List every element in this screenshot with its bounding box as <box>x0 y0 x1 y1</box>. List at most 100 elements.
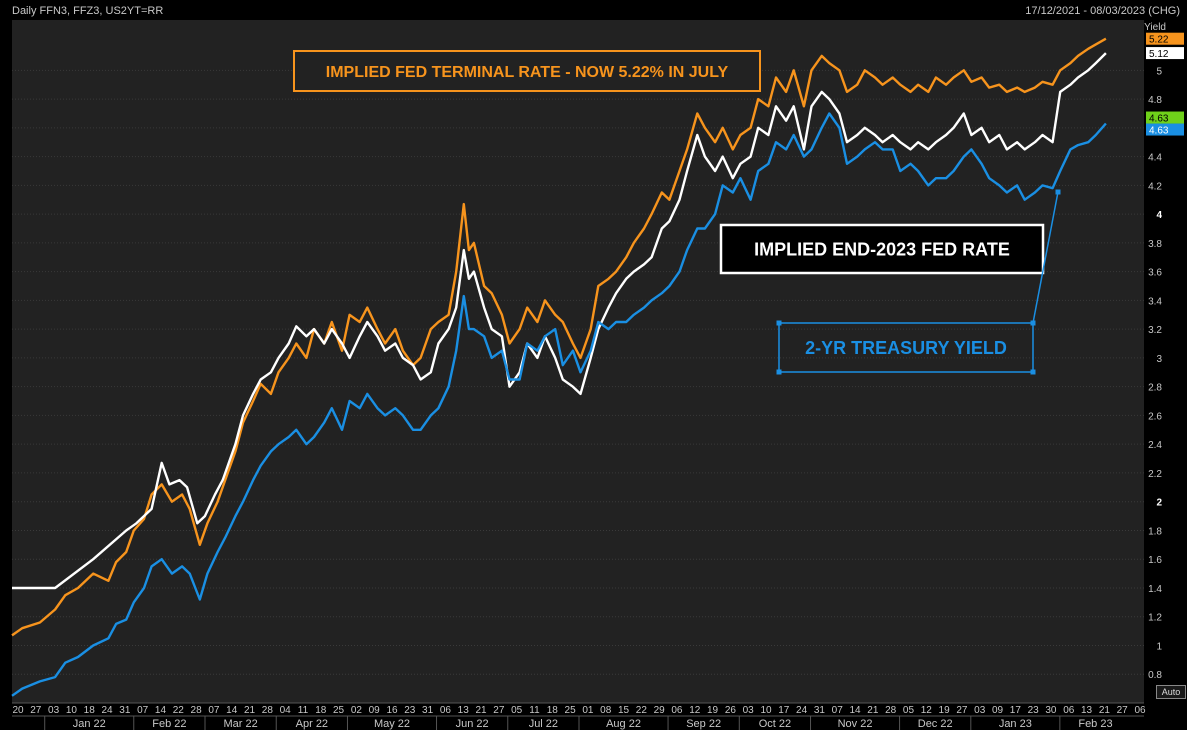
chart-header-title: Daily FFN3, FFZ3, US2YT=RR <box>12 5 163 17</box>
x-day-tick-label: 24 <box>101 705 113 716</box>
plot-area <box>12 20 1144 703</box>
x-day-tick-label: 07 <box>137 705 149 716</box>
x-day-tick-label: 09 <box>369 705 381 716</box>
x-day-tick-label: 12 <box>689 705 701 716</box>
x-day-tick-label: 31 <box>814 705 826 716</box>
x-day-tick-label: 15 <box>618 705 630 716</box>
x-day-tick-label: 12 <box>921 705 933 716</box>
x-day-tick-label: 23 <box>1028 705 1040 716</box>
y-tick-label: 3.8 <box>1148 239 1162 250</box>
annotation-text-0: IMPLIED FED TERMINAL RATE - NOW 5.22% IN… <box>326 64 729 81</box>
x-day-tick-label: 30 <box>1045 705 1057 716</box>
series-layer <box>11 37 1107 697</box>
annotation-handle[interactable] <box>1030 369 1036 375</box>
annotations: IMPLIED FED TERMINAL RATE - NOW 5.22% IN… <box>293 50 1061 375</box>
x-day-tick-label: 21 <box>867 705 879 716</box>
x-month-label: Jan 23 <box>999 718 1032 730</box>
x-day-tick-label: 22 <box>636 705 648 716</box>
x-day-tick-label: 03 <box>743 705 755 716</box>
x-day-tick-label: 19 <box>939 705 951 716</box>
x-day-tick-label: 17 <box>778 705 790 716</box>
y-tick-label: 5 <box>1156 66 1162 77</box>
y-tick-label: 2.8 <box>1148 383 1162 394</box>
last-value-badge-0 <box>1146 32 1184 45</box>
y-tick-label: 2.6 <box>1148 411 1162 422</box>
x-month-label: Jan 22 <box>73 718 106 730</box>
x-day-tick-label: 10 <box>760 705 772 716</box>
x-day-tick-label: 17 <box>1010 705 1022 716</box>
x-day-tick-label: 28 <box>885 705 897 716</box>
x-day-tick-label: 21 <box>244 705 256 716</box>
annotation-text-1: IMPLIED END-2023 FED RATE <box>754 239 1010 259</box>
x-month-label: Jun 22 <box>456 718 489 730</box>
last-value-badge-1 <box>1146 47 1184 60</box>
auto-scale-button[interactable]: Auto <box>1156 685 1186 699</box>
x-day-tick-label: 23 <box>404 705 416 716</box>
y-tick-label: 3 <box>1156 354 1162 365</box>
x-day-tick-label: 10 <box>66 705 78 716</box>
annotation-handle[interactable] <box>1055 189 1061 195</box>
x-day-tick-label: 06 <box>440 705 452 716</box>
x-day-tick-label: 29 <box>654 705 666 716</box>
y-tick-label: 4.2 <box>1148 181 1162 192</box>
x-day-tick-label: 14 <box>155 705 167 716</box>
annotation-box-0 <box>293 50 761 92</box>
x-day-tick-label: 18 <box>315 705 327 716</box>
x-day-tick-label: 25 <box>565 705 577 716</box>
annotation-handle[interactable] <box>776 320 782 326</box>
y-axis: 0.8 1 1.2 1.4 1.6 1.8 2 2.2 2.4 2.6 2.8 3 3.2 3.4 3.6 3… <box>1146 32 1184 681</box>
series-line-2 <box>11 112 1107 697</box>
x-day-tick-label: 11 <box>298 705 309 716</box>
x-day-tick-label: 14 <box>849 705 861 716</box>
x-day-tick-label: 05 <box>511 705 523 716</box>
x-day-tick-label: 27 <box>956 705 968 716</box>
x-month-label: May 22 <box>374 718 410 730</box>
x-day-tick-label: 11 <box>529 705 540 716</box>
chart-date-range: 17/12/2021 - 08/03/2023 (CHG) <box>1025 5 1180 17</box>
x-day-tick-label: 20 <box>12 705 24 716</box>
x-day-tick-label: 14 <box>226 705 238 716</box>
x-day-tick-label: 28 <box>191 705 203 716</box>
x-day-tick-label: 05 <box>903 705 915 716</box>
last-value-text-1: 5.12 <box>1149 49 1169 60</box>
last-value-text-alt: 4.63 <box>1149 114 1169 125</box>
x-day-tick-label: 02 <box>351 705 363 716</box>
x-month-label: Apr 22 <box>296 718 328 730</box>
x-day-tick-label: 31 <box>119 705 131 716</box>
series-line-1 <box>12 52 1107 590</box>
x-day-tick-label: 24 <box>796 705 808 716</box>
x-month-label: Oct 22 <box>759 718 791 730</box>
y-tick-label: 3.2 <box>1148 325 1162 336</box>
last-value-text-0: 5.22 <box>1149 35 1169 46</box>
annotation-handle[interactable] <box>776 369 782 375</box>
x-day-tick-label: 07 <box>208 705 220 716</box>
x-day-tick-label: 13 <box>1081 705 1093 716</box>
last-value-badge-alt <box>1146 111 1184 124</box>
x-day-tick-label: 08 <box>600 705 612 716</box>
last-value-badge-2 <box>1146 123 1184 136</box>
x-day-tick-label: 03 <box>48 705 60 716</box>
x-day-tick-label: 27 <box>1117 705 1129 716</box>
annotation-connector <box>1032 191 1059 324</box>
x-day-tick-label: 26 <box>725 705 737 716</box>
x-day-tick-label: 31 <box>422 705 434 716</box>
annotation-handle[interactable] <box>1030 320 1036 326</box>
y-tick-label: 2.2 <box>1148 469 1162 480</box>
x-day-tick-label: 13 <box>458 705 470 716</box>
x-day-tick-label: 19 <box>707 705 719 716</box>
annotation-box-1 <box>719 223 1045 275</box>
x-day-tick-label: 27 <box>493 705 505 716</box>
x-day-tick-label: 22 <box>173 705 185 716</box>
x-day-tick-label: 25 <box>333 705 345 716</box>
y-tick-label: 1 <box>1156 641 1162 652</box>
x-month-label: Feb 22 <box>152 718 186 730</box>
y-axis-label: Yield <box>1144 22 1166 33</box>
x-day-tick-label: 07 <box>832 705 844 716</box>
annotation-text-2: 2-YR TREASURY YIELD <box>805 338 1007 358</box>
x-day-tick-label: 16 <box>386 705 398 716</box>
x-month-label: Nov 22 <box>838 718 873 730</box>
x-day-tick-label: 18 <box>547 705 559 716</box>
x-month-label: Jul 22 <box>529 718 558 730</box>
x-day-tick-label: 27 <box>30 705 42 716</box>
y-tick-label: 1.6 <box>1148 555 1162 566</box>
